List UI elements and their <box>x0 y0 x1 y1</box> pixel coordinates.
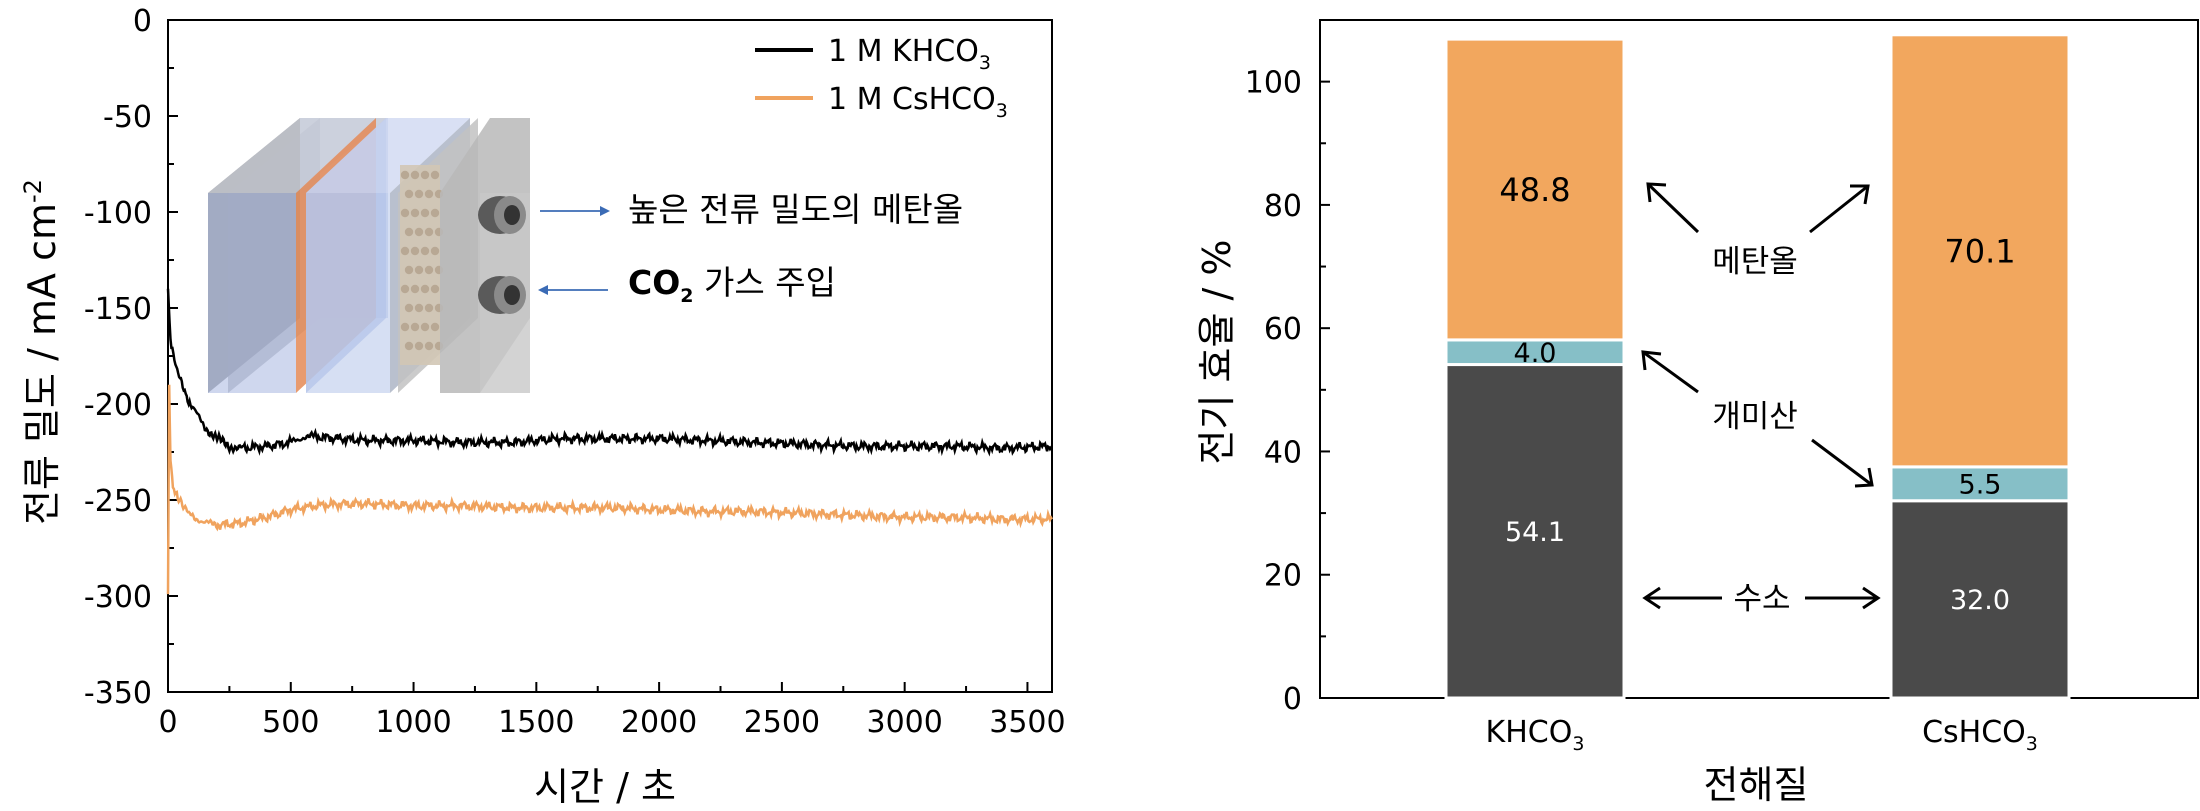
y-tick-label-right: 60 <box>1264 312 1302 347</box>
electrode-dot <box>430 208 440 218</box>
electrode-dot <box>420 170 430 180</box>
x-axis-label-right: 전해질 <box>1704 763 1809 807</box>
electrode-dot <box>424 227 434 237</box>
electrode-dot <box>410 170 420 180</box>
electrode-dot <box>430 246 440 256</box>
x-tick-label-left: 1000 <box>375 705 451 740</box>
bar-data-label: 48.8 <box>1499 171 1570 209</box>
x-tick-label-right: CsHCO3 <box>1922 715 2038 755</box>
electrode-dot <box>400 170 410 180</box>
y-tick-label-left: 0 <box>133 4 152 39</box>
annotation-methanol-high-current: 높은 전류 밀도의 메탄올 <box>628 190 963 229</box>
electrode-dot <box>400 246 410 256</box>
electrode-dot <box>410 322 420 332</box>
x-axis-label-left: 시간 / 초 <box>534 765 676 809</box>
bar-data-label: 54.1 <box>1505 517 1565 548</box>
x-tick-label-left: 3000 <box>866 705 942 740</box>
bar-segment <box>1444 338 1626 367</box>
y-tick-label-left: -300 <box>84 580 152 615</box>
x-tick-label-left: 3500 <box>989 705 1065 740</box>
y-axis-label-left: 전류 밀도 / mA cm-2 <box>19 179 64 525</box>
plot-frame-right <box>1319 19 2199 699</box>
legend-khco3: 1 M KHCO3 <box>828 34 991 74</box>
x-tick-label-left: 1500 <box>498 705 574 740</box>
electrode-dot <box>404 227 414 237</box>
electrode-dot <box>424 189 434 199</box>
electrode-dot <box>404 341 414 351</box>
annotation-formic-acid: 개미산 <box>1712 399 1798 435</box>
faradaic-efficiency-chart: 0 20 40 60 80 100 KHCO3 54.1 4.0 48.8 CsHCO3 32.0 5.… <box>1195 19 2199 807</box>
electrode-dot <box>400 208 410 218</box>
y-tick-label-right: 0 <box>1283 682 1302 717</box>
bar-segment <box>1889 499 2071 700</box>
electrode-dot <box>430 284 440 294</box>
electrode-dot <box>420 284 430 294</box>
y-tick-label-right: 20 <box>1264 559 1302 594</box>
y-tick-label-left: -100 <box>84 196 152 231</box>
y-tick-label-left: -350 <box>84 676 152 711</box>
electrode-dot <box>420 208 430 218</box>
electrode-dot <box>410 246 420 256</box>
bar-data-label: 70.1 <box>1944 232 2015 270</box>
y-axis-label-right: 전기 효율 / % <box>1195 240 1239 465</box>
bar-data-label: 5.5 <box>1959 470 2002 501</box>
electrode-dot <box>430 170 440 180</box>
electrode-dot <box>430 322 440 332</box>
y-tick-label-left: -150 <box>84 292 152 327</box>
electrode-dot <box>404 265 414 275</box>
electrode-dot <box>400 322 410 332</box>
electrode-dot <box>404 303 414 313</box>
y-tick-label-right: 40 <box>1264 435 1302 470</box>
electrode-dot <box>424 303 434 313</box>
series-line-khco3 <box>166 288 1053 457</box>
annotation-methanol: 메탄올 <box>1712 244 1798 280</box>
electrode-dot <box>404 189 414 199</box>
electrode-dot <box>400 284 410 294</box>
y-tick-label-right: 80 <box>1264 189 1302 224</box>
electrode-dot <box>410 208 420 218</box>
x-tick-label-left: 500 <box>262 705 319 740</box>
cell-illustration <box>208 118 530 393</box>
x-tick-label-left: 0 <box>158 705 177 740</box>
electrode-dot <box>420 322 430 332</box>
electrode-dot <box>414 341 424 351</box>
x-tick-label-left: 2000 <box>621 705 697 740</box>
annotation-hydrogen: 수소 <box>1733 581 1790 617</box>
electrode-dot <box>410 284 420 294</box>
x-tick-label-right: KHCO3 <box>1486 715 1585 755</box>
y-tick-label-left: -50 <box>103 100 152 135</box>
electrode-dot <box>414 265 424 275</box>
bar-segment <box>1444 37 1626 342</box>
current-density-chart: 0 500 1000 1500 2000 2500 3000 3500 0 -50 -100 -150… <box>19 4 1066 809</box>
legend-cshco3: 1 M CsHCO3 <box>828 82 1008 122</box>
electrode-dot <box>414 227 424 237</box>
electrode-dot <box>424 265 434 275</box>
electrode-dot <box>414 303 424 313</box>
electrode-dot <box>420 246 430 256</box>
y-tick-label-left: -200 <box>84 388 152 423</box>
x-tick-label-left: 2500 <box>744 705 820 740</box>
y-tick-label-left: -250 <box>84 484 152 519</box>
bar-segment <box>1444 363 1626 700</box>
annotation-co2-injection: CO2 가스 주입 <box>628 263 836 307</box>
bar-data-label: 32.0 <box>1950 585 2010 616</box>
electrode-dot <box>424 341 434 351</box>
y-tick-label-right: 100 <box>1245 66 1302 101</box>
series-line-cshco3 <box>166 384 1054 595</box>
legend: 1 M KHCO3 1 M CsHCO3 <box>755 34 1008 122</box>
electrode-dot <box>414 189 424 199</box>
bar-data-label: 4.0 <box>1514 338 1557 369</box>
bar-segment <box>1889 33 2071 469</box>
